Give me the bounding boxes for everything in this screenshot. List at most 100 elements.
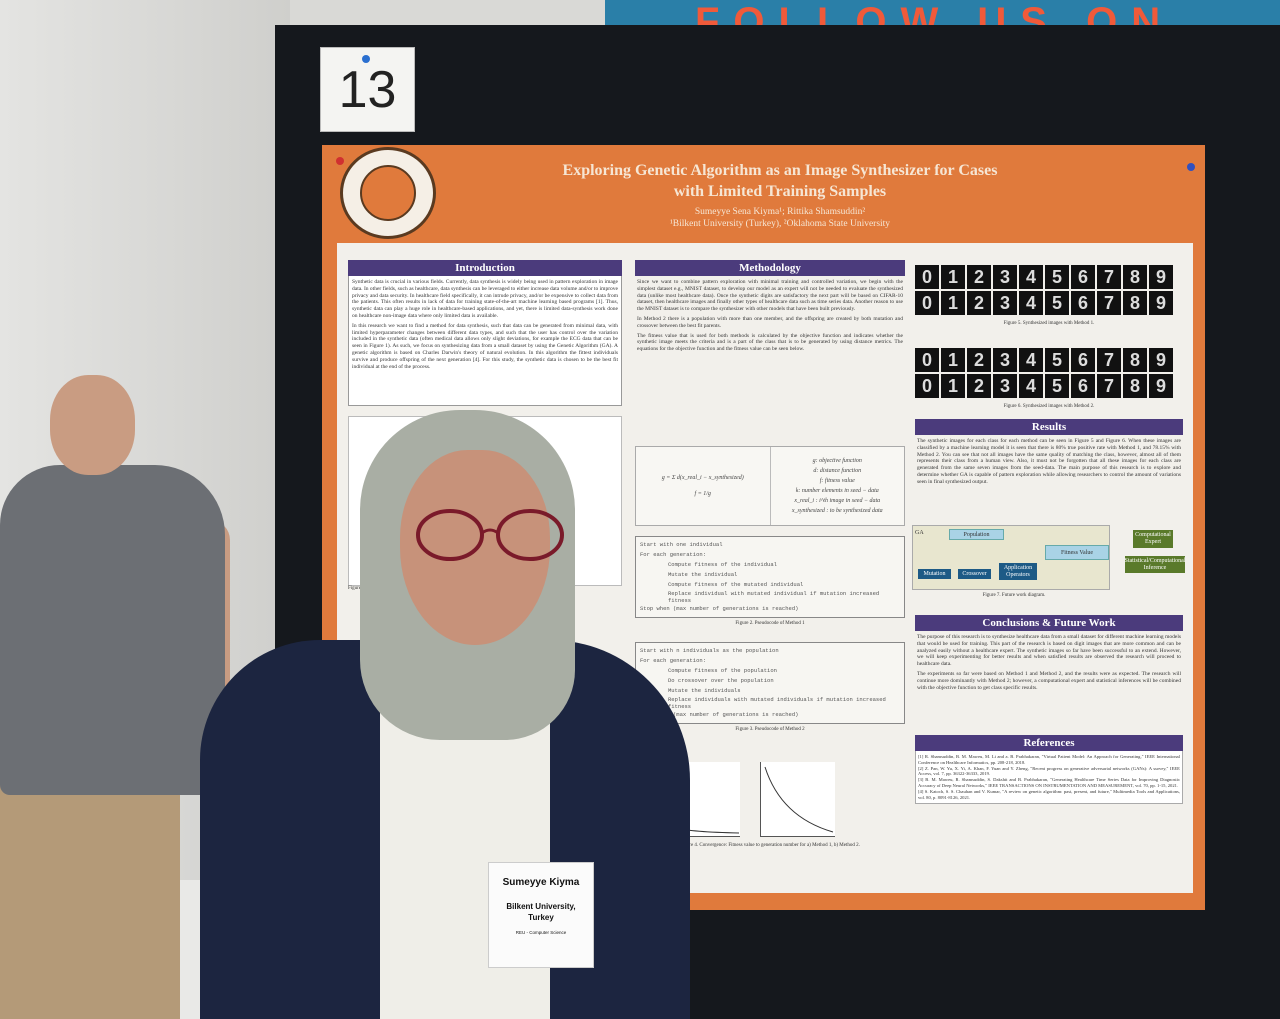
code-line: Stop when (max number of generations is …: [640, 605, 799, 612]
equation-legend: f: fitness value: [819, 478, 855, 484]
figure-2-caption: Figure 2. Pseudocode of Method 1: [735, 621, 805, 626]
convergence-plot-method-2: [760, 762, 835, 837]
fitness-equation: f = 1/g: [694, 491, 711, 497]
synthesized-digit: 7: [1097, 348, 1121, 372]
conclusions-heading: Conclusions & Future Work: [915, 615, 1183, 631]
diagram-expert-node: Computational Expert: [1133, 530, 1173, 548]
methodology-paragraph: In Method 2 there is a population with m…: [637, 315, 903, 329]
figure-6-caption: Figure 6. Synthesized images with Method…: [1003, 404, 1095, 409]
synthesized-digit: 5: [1045, 374, 1069, 398]
code-line: Start with n individuals as the populati…: [640, 647, 779, 654]
synthesized-digit: 3: [993, 265, 1017, 289]
title-line-1: Exploring Genetic Algorithm as an Image …: [562, 162, 998, 179]
push-pin-icon: [362, 55, 370, 63]
diagram-population-node: Population: [949, 529, 1004, 540]
university-seal-logo: [340, 147, 436, 239]
figure-1-caption: Figure 1.: [348, 586, 367, 591]
synthesized-digit: 6: [1071, 265, 1095, 289]
synthesized-digit: 1: [941, 374, 965, 398]
methodology-heading: Methodology: [635, 260, 905, 276]
code-line: For each generation:: [640, 657, 707, 664]
glasses-icon: [416, 509, 564, 561]
synthesized-digit: 7: [1097, 265, 1121, 289]
code-line: Compute fitness of the population: [668, 667, 777, 674]
equation-legend: x_real_i : i^th image in seed − data: [794, 498, 881, 504]
diagram-ga-label: GA: [915, 530, 924, 536]
synthesized-digit: 2: [967, 348, 991, 372]
introduction-paragraph: Synthetic data is crucial in various fie…: [352, 279, 618, 319]
synthesized-digit: 9: [1149, 374, 1173, 398]
convergence-plots: [670, 762, 905, 837]
man-pants: [0, 770, 180, 1019]
pseudocode-method-2: Start with n individuals as the populati…: [635, 642, 905, 724]
equation-legend: x_synthesized : to be synthesized data: [791, 508, 883, 514]
equation-legend: d: distance function: [813, 468, 862, 474]
synthesized-digit: 8: [1123, 374, 1147, 398]
objective-function-equation: g = Σ d(x_real_i − x_synthesized): [661, 475, 744, 481]
code-line: Replace individuals with mutated individ…: [668, 696, 886, 710]
synthesized-digit: 0: [915, 348, 939, 372]
code-line: For each generation:: [640, 551, 707, 558]
poster-title: Exploring Genetic Algorithm as an Image …: [440, 160, 1120, 202]
reference-item: [3] B. M. Maweu, R. Shamsuddin, S. Daksh…: [918, 777, 1180, 788]
synthesized-digit: 1: [941, 348, 965, 372]
code-line: Compute fitness of the individual: [668, 561, 777, 568]
synthesized-digit: 9: [1149, 265, 1173, 289]
figure-5-caption: Figure 5. Synthesized images with Method…: [1003, 321, 1095, 326]
results-heading: Results: [915, 419, 1183, 435]
authors: Sumeyye Sena Kiyma¹; Rittika Shamsuddin²: [694, 207, 866, 217]
code-line: Start with one individual: [640, 541, 723, 548]
introduction-paragraph: In this research we want to find a metho…: [352, 322, 618, 370]
synthesized-digit: 6: [1071, 291, 1095, 315]
code-line: Stop when (max number of generations is …: [640, 711, 799, 718]
man-shirt: [0, 465, 225, 795]
synthesized-digit: 2: [967, 374, 991, 398]
figure-4-caption: Figure 4. Convergence: Fitness value to …: [680, 843, 860, 848]
synthesized-digit: 8: [1123, 265, 1147, 289]
reference-item: [4] S. Katoch, S. S. Chauhan and V. Kuma…: [918, 788, 1180, 800]
badge-affiliation: Bilkent University,: [506, 902, 576, 911]
synthesized-digit: 0: [915, 265, 939, 289]
synthesized-digit: 3: [993, 374, 1017, 398]
equation-legend: k: number elements in seed − data: [795, 488, 879, 494]
synthesized-digit: 0: [915, 291, 939, 315]
synthesized-digit: 1: [941, 265, 965, 289]
synthesized-digit: 7: [1097, 374, 1121, 398]
badge-program: REU - Computer Science: [515, 930, 567, 935]
future-work-diagram: GA Population Mutation Crossover Applica…: [912, 525, 1186, 605]
man-head: [50, 375, 135, 475]
reference-item: [1] R. Shamsuddin, B. M. Maweu, M. Li an…: [918, 754, 1180, 765]
introduction-heading: Introduction: [348, 260, 622, 276]
diagram-fitness-node: Fitness Value: [1045, 545, 1109, 560]
conclusions-paragraph: The experiments so far were based on Met…: [917, 670, 1181, 691]
figure-7-caption: Figure 7. Future work diagram.: [982, 593, 1046, 598]
figure-3-caption: Figure 3. Pseudocode of Method 2: [735, 727, 805, 732]
synthesized-digit: 5: [1045, 291, 1069, 315]
equation-legend: g: objective function: [812, 458, 862, 464]
synthesized-digit: 4: [1019, 265, 1043, 289]
synthesized-digit: 6: [1071, 348, 1095, 372]
synthesized-digit: 3: [993, 348, 1017, 372]
code-line: Mutate the individuals: [668, 687, 741, 694]
synthesized-digit: 9: [1149, 348, 1173, 372]
pseudocode-method-1: Start with one individual For each gener…: [635, 536, 905, 618]
references-heading: References: [915, 735, 1183, 751]
title-line-2: with Limited Training Samples: [673, 183, 887, 200]
diagram-inference-node: Statistical/Computational Inference: [1125, 556, 1186, 573]
synthesized-digit: 4: [1019, 374, 1043, 398]
affiliations: ¹Bilkent University (Turkey), ²Oklahoma …: [669, 219, 891, 229]
diagram-mutation-node: Mutation: [918, 569, 951, 579]
synthesized-digit: 4: [1019, 291, 1043, 315]
synthesized-digit: 8: [1123, 291, 1147, 315]
synthesized-digit: 5: [1045, 348, 1069, 372]
synthesized-digit: 2: [967, 265, 991, 289]
synthesized-digit: 1: [941, 291, 965, 315]
synthesized-digit: 3: [993, 291, 1017, 315]
poster-authors: Sumeyye Sena Kiyma¹; Rittika Shamsuddin²…: [440, 206, 1120, 230]
equations-box: g = Σ d(x_real_i − x_synthesized) f = 1/…: [635, 446, 905, 526]
synthesized-digit: 2: [967, 291, 991, 315]
synthesized-digit: 5: [1045, 265, 1069, 289]
conclusions-paragraph: The purpose of this research is to synth…: [917, 634, 1181, 668]
